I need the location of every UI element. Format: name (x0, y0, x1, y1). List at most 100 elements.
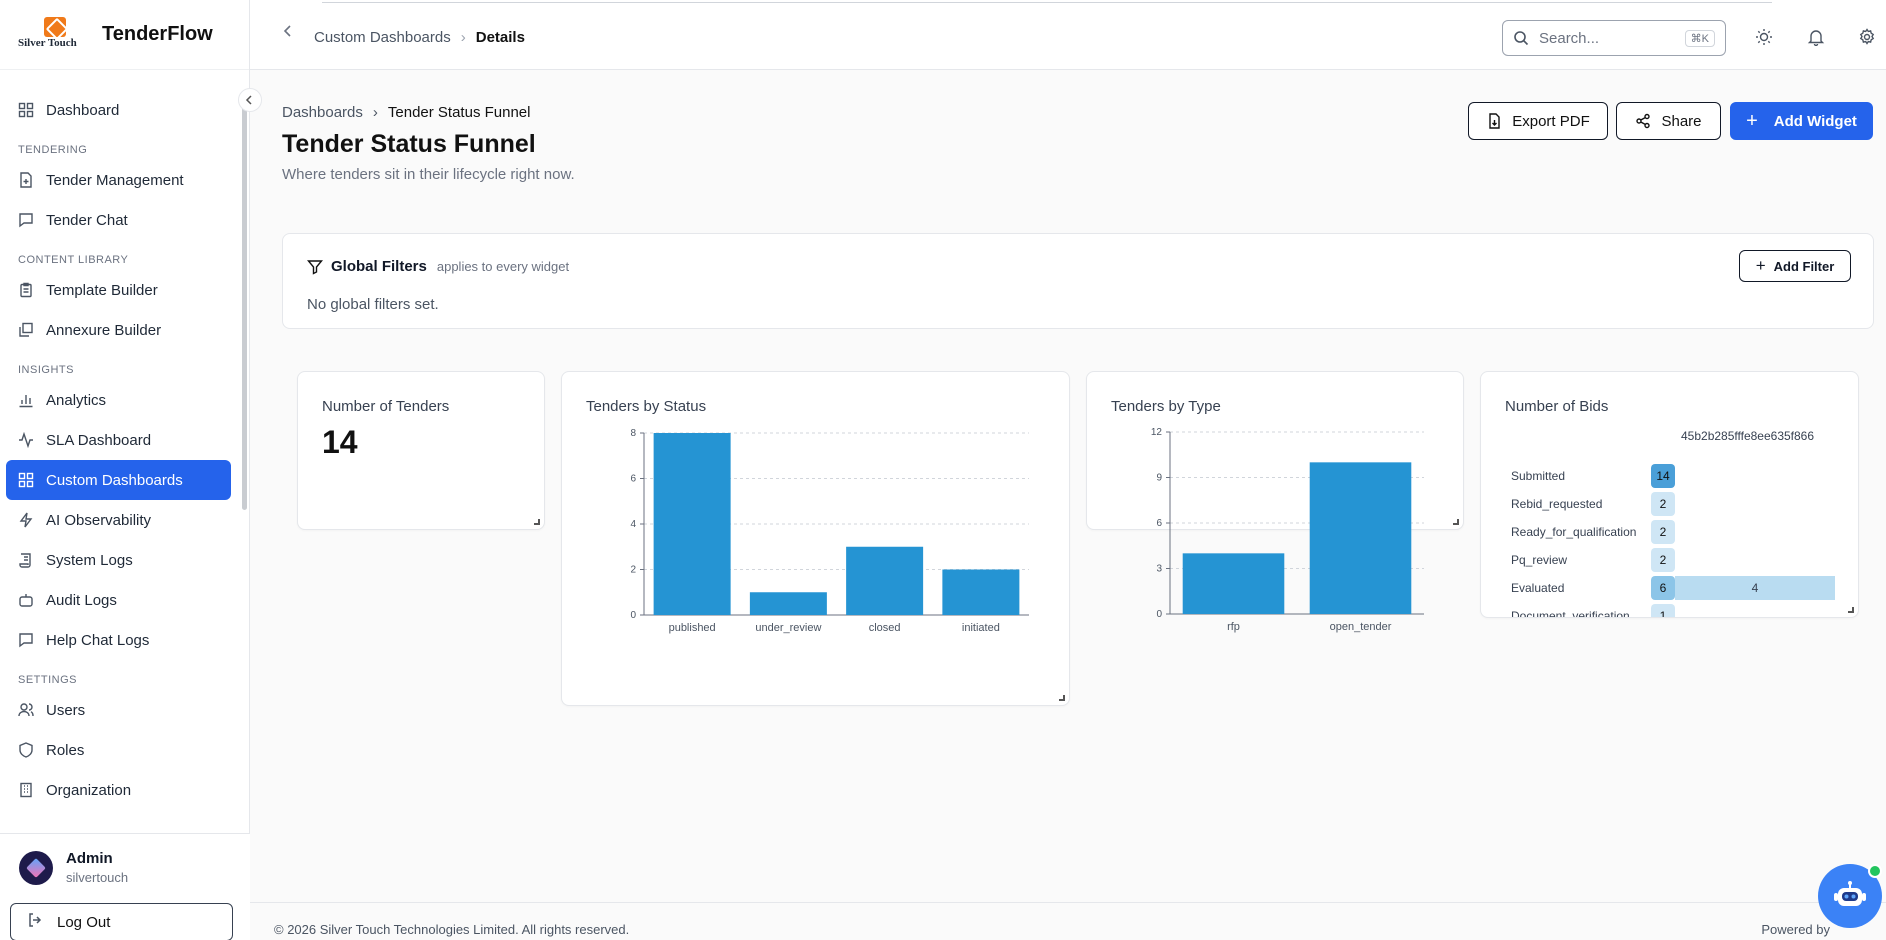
bid-count-cell: 2 (1651, 520, 1675, 544)
resize-handle[interactable] (534, 519, 540, 525)
sidebar-item-roles[interactable]: Roles (6, 730, 231, 770)
clipboard-icon (18, 282, 34, 298)
sidebar-item-organization[interactable]: Organization (6, 770, 231, 810)
sidebar-item-help-chat-logs[interactable]: Help Chat Logs (6, 620, 231, 660)
sidebar-nav: Dashboard TENDERING Tender Management Tende… (6, 90, 231, 810)
assistant-bot-button[interactable] (1818, 864, 1882, 928)
sidebar-item-sla-dashboard[interactable]: SLA Dashboard (6, 420, 231, 460)
bid-count-cell: 2 (1651, 492, 1675, 516)
building-icon (18, 782, 34, 798)
sidebar-item-annexure-builder[interactable]: Annexure Builder (6, 310, 231, 350)
table-row[interactable]: Ready_for_qualification 2 (1505, 520, 1855, 544)
x-tick-label: rfp (1227, 621, 1240, 633)
page-breadcrumb: Dashboards › Tender Status Funnel (282, 104, 530, 121)
avatar[interactable] (19, 851, 53, 885)
export-pdf-label: Export PDF (1512, 112, 1590, 130)
logout-button[interactable]: Log Out (10, 903, 233, 940)
add-widget-button[interactable]: + Add Widget (1730, 102, 1873, 140)
resize-handle[interactable] (1848, 607, 1854, 613)
share-label: Share (1661, 112, 1702, 130)
resize-handle[interactable] (1059, 695, 1065, 701)
sidebar-scrollbar[interactable] (242, 105, 247, 510)
table-row[interactable]: Evaluated 6 4 (1505, 576, 1855, 600)
share-button[interactable]: Share (1616, 102, 1721, 140)
chevron-left-icon (283, 25, 291, 37)
online-status-dot (1868, 864, 1882, 878)
search-placeholder: Search... (1539, 29, 1600, 47)
bid-count-cell: 2 (1651, 548, 1675, 572)
user-panel: Admin silvertouch Log Out (0, 833, 250, 940)
widget-tenders-by-status[interactable]: Tenders by Status 0 2 4 6 8 published under_re… (561, 371, 1070, 706)
bid-count-cell: 6 (1651, 576, 1675, 600)
sidebar-item-label: Template Builder (46, 281, 158, 299)
sidebar-item-label: AI Observability (46, 511, 152, 529)
bids-column-header: 45b2b285fffe8ee635f866 (1681, 429, 1815, 443)
user-org: silvertouch (66, 870, 129, 885)
browser-edge (322, 0, 1772, 3)
logout-icon (27, 912, 43, 932)
brand[interactable]: Silver Touch TenderFlow (0, 0, 249, 70)
sidebar-item-audit-logs[interactable]: Audit Logs (6, 580, 231, 620)
sidebar-item-users[interactable]: Users (6, 690, 231, 730)
sidebar-item-dashboard[interactable]: Dashboard (6, 90, 231, 130)
y-tick-label: 3 (1156, 564, 1162, 575)
sidebar-item-label: Roles (46, 741, 85, 759)
global-filters-note: applies to every widget (436, 259, 570, 274)
bid-count-cell: 14 (1651, 464, 1675, 488)
grid-icon (18, 102, 34, 118)
search-icon (1514, 31, 1529, 46)
sun-icon (1756, 29, 1772, 45)
y-tick-label: 6 (1156, 518, 1162, 529)
logo-text: Silver Touch (18, 36, 77, 49)
widget-title: Number of Tenders (322, 398, 450, 415)
search-input[interactable]: Search... ⌘K (1502, 20, 1726, 56)
gear-icon (1859, 28, 1875, 45)
sidebar-item-tender-management[interactable]: Tender Management (6, 160, 231, 200)
chevron-left-icon (245, 95, 252, 105)
file-download-icon (1489, 113, 1500, 129)
collapse-sidebar-button[interactable] (238, 88, 262, 112)
copyright: © 2026 Silver Touch Technologies Limited… (274, 922, 630, 937)
table-row[interactable]: Submitted 14 (1505, 464, 1855, 488)
bar-open_tender (1309, 462, 1412, 614)
sidebar-item-custom-dashboards[interactable]: Custom Dashboards (6, 460, 231, 500)
filter-icon (307, 259, 323, 275)
sidebar-item-analytics[interactable]: Analytics (6, 380, 231, 420)
add-widget-label: Add Widget (1773, 112, 1857, 130)
x-tick-label: open_tender (1330, 621, 1392, 633)
app-name: TenderFlow (102, 23, 213, 45)
resize-handle[interactable] (1453, 519, 1459, 525)
sidebar-item-ai-observability[interactable]: AI Observability (6, 500, 231, 540)
settings-button[interactable] (1858, 28, 1876, 46)
notifications-button[interactable] (1807, 28, 1825, 46)
shield-icon (18, 742, 34, 758)
table-row[interactable]: Pq_review 2 (1505, 548, 1855, 572)
table-row[interactable]: Rebid_requested 2 (1505, 492, 1855, 516)
add-filter-button[interactable]: + Add Filter (1739, 250, 1851, 282)
sidebar-item-system-logs[interactable]: System Logs (6, 540, 231, 580)
back-button[interactable] (282, 24, 294, 43)
sidebar-item-template-builder[interactable]: Template Builder (6, 270, 231, 310)
copy-icon (18, 322, 34, 338)
grid-icon (18, 472, 34, 488)
sidebar-item-tender-chat[interactable]: Tender Chat (6, 200, 231, 240)
sidebar-item-label: System Logs (46, 551, 133, 569)
widget-number-of-tenders[interactable]: Number of Tenders 14 (297, 371, 545, 530)
theme-toggle-button[interactable] (1755, 28, 1773, 46)
widget-number-of-bids[interactable]: Number of Bids 45b2b285fffe8ee635f866 Su… (1480, 371, 1859, 618)
add-filter-label: Add Filter (1773, 258, 1835, 274)
table-row[interactable]: Document_verification 1 (1505, 604, 1855, 617)
scroll-icon (18, 552, 34, 568)
page-breadcrumb-parent[interactable]: Dashboards (282, 104, 363, 121)
page-subtitle: Where tenders sit in their lifecycle rig… (282, 166, 575, 183)
no-filters-message: No global filters set. (307, 296, 439, 313)
bar-closed (846, 546, 924, 615)
breadcrumb-parent[interactable]: Custom Dashboards (314, 29, 451, 46)
y-tick-label: 0 (630, 610, 636, 621)
x-tick-label: closed (869, 622, 901, 634)
y-tick-label: 2 (630, 565, 636, 576)
widget-title: Number of Bids (1505, 398, 1609, 415)
sidebar: Silver Touch TenderFlow Dashboard TENDERI… (0, 0, 250, 940)
sidebar-item-label: Tender Chat (46, 211, 128, 229)
export-pdf-button[interactable]: Export PDF (1468, 102, 1608, 140)
